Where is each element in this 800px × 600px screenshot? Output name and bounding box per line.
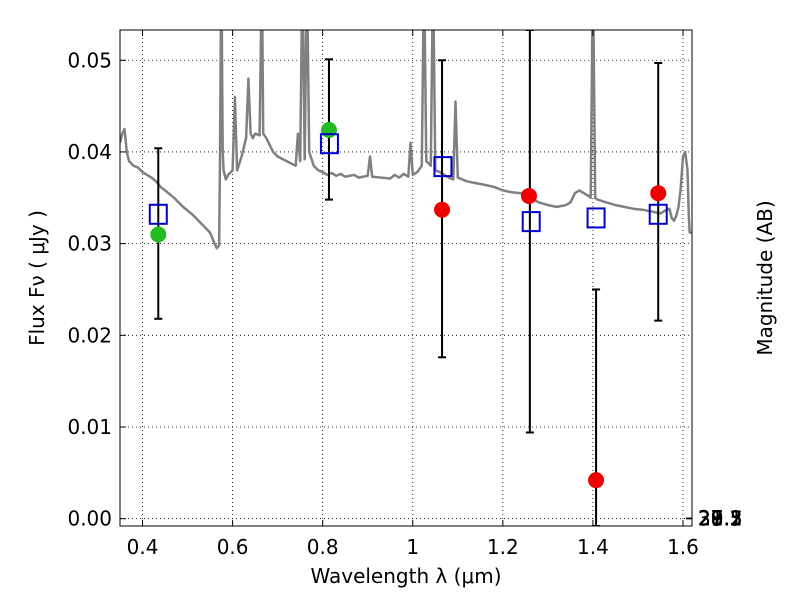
right-tick-label: 28 xyxy=(698,506,723,530)
right-tick-label: 30 xyxy=(698,507,723,531)
data-point-circle xyxy=(588,472,605,489)
right-tick-label: 29.5 xyxy=(698,507,743,531)
plot-frame xyxy=(119,29,693,527)
y-tick-label: 0.01 xyxy=(67,415,112,439)
data-point-circle xyxy=(520,187,537,204)
right-tick-label: 27.5 xyxy=(698,506,743,530)
data-point-square xyxy=(586,207,606,229)
data-point-circle xyxy=(150,226,167,243)
x-tick-label: 0.8 xyxy=(307,535,339,559)
data-point-square xyxy=(319,133,339,155)
x-tick-label: 1.6 xyxy=(667,535,699,559)
right-tick-label: 27.3 xyxy=(698,506,743,530)
y-axis-label: Flux Fν ( μJy ) xyxy=(25,210,49,346)
spectrum-layer xyxy=(120,30,692,250)
errorbar-layer xyxy=(154,30,663,526)
point-layer xyxy=(148,121,668,489)
x-tick-label: 1 xyxy=(406,535,419,559)
y-tick-label: 0.02 xyxy=(67,323,112,347)
data-point-circle xyxy=(650,185,667,202)
right-tick-label: 27.7 xyxy=(698,506,743,530)
right-axis-label: Magnitude (AB) xyxy=(753,200,777,355)
y-tick-label: 0.04 xyxy=(67,140,112,164)
data-point-square xyxy=(148,203,168,225)
spectrum-line xyxy=(120,30,692,250)
right-tick-label: 28.2 xyxy=(698,506,743,530)
right-tick-label: 29 xyxy=(698,507,723,531)
x-tick-label: 1.2 xyxy=(487,535,519,559)
data-point-circle xyxy=(434,201,451,218)
right-tick-label: 27.1 xyxy=(698,506,743,530)
data-point-square xyxy=(648,203,668,225)
x-tick-label: 0.4 xyxy=(127,535,159,559)
right-tick-label: 28.5 xyxy=(698,507,743,531)
x-tick-label: 1.4 xyxy=(577,535,609,559)
y-tick-label: 0.00 xyxy=(67,507,112,531)
tick-layer: 0.4 0.6 0.8 1 1.2 1.4 1.6 0.00 0.01 0.02 0.03 0.04 0… xyxy=(67,30,743,559)
data-point-square xyxy=(433,156,453,178)
data-point-square xyxy=(521,211,541,233)
y-tick-label: 0.03 xyxy=(67,232,112,256)
y-tick-label: 0.05 xyxy=(67,48,112,72)
grid xyxy=(120,30,692,526)
x-axis-label: Wavelength λ (μm) xyxy=(310,564,501,588)
x-tick-label: 0.6 xyxy=(217,535,249,559)
right-tick-label: 31 xyxy=(698,507,723,531)
